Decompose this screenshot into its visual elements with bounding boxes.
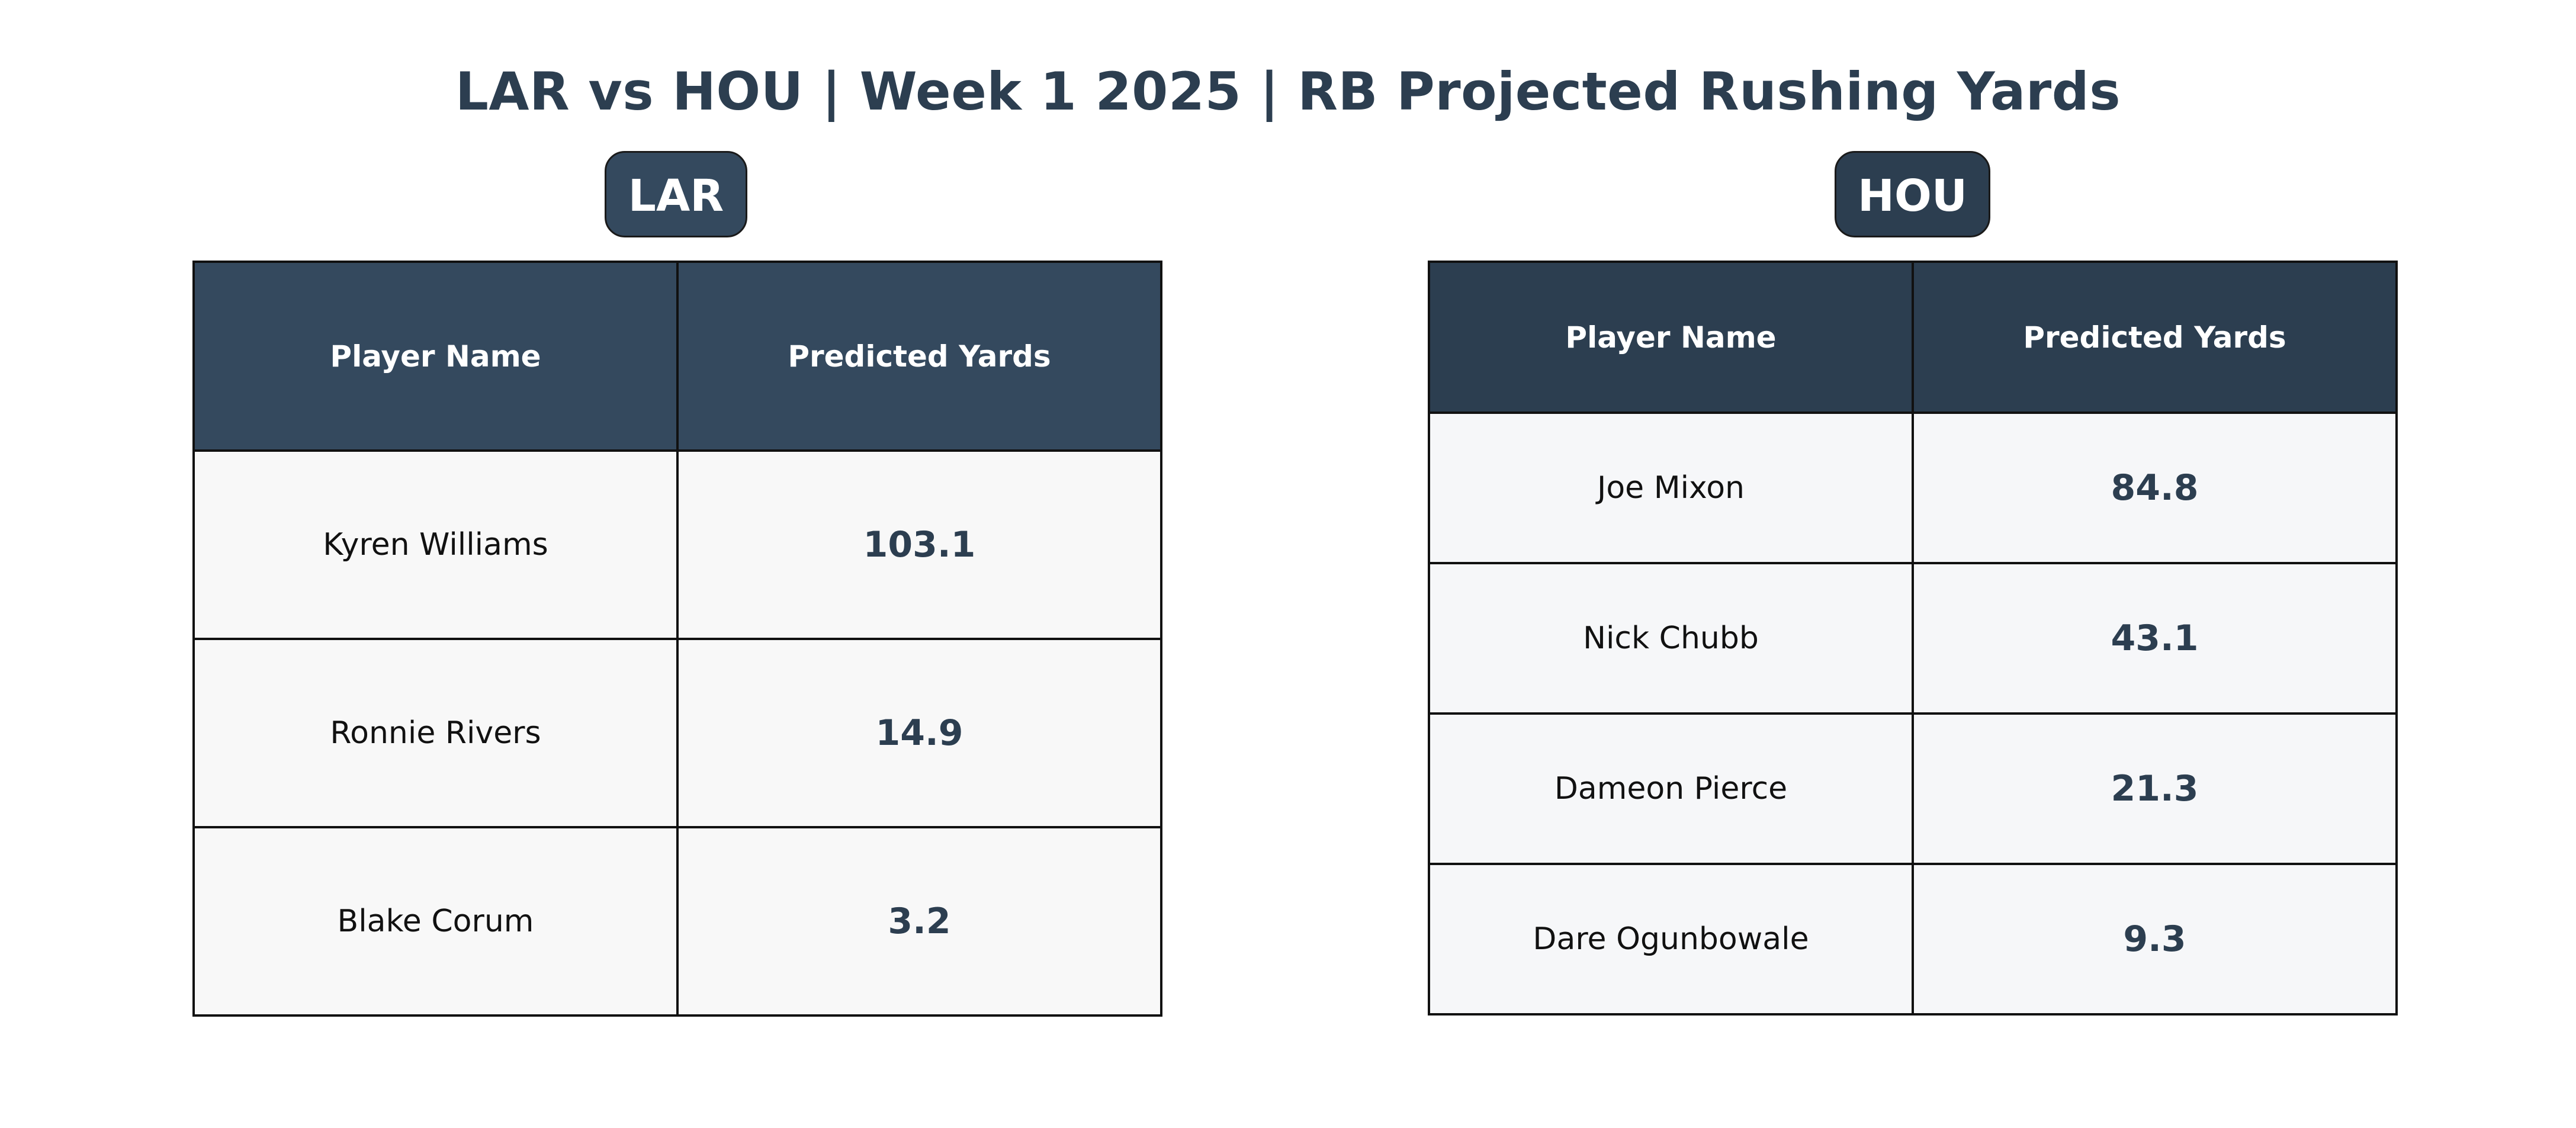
player-name-cell: Joe Mixon bbox=[1428, 412, 1914, 564]
column-header-predicted-yards: Predicted Yards bbox=[1912, 261, 2398, 414]
player-name-cell: Nick Chubb bbox=[1428, 562, 1914, 715]
table-row: Nick Chubb 43.1 bbox=[1428, 562, 2398, 715]
predicted-yards-cell: 84.8 bbox=[1912, 412, 2398, 564]
predicted-yards-cell: 103.1 bbox=[676, 449, 1162, 640]
predicted-yards-cell: 9.3 bbox=[1912, 863, 2398, 1015]
column-header-predicted-yards: Predicted Yards bbox=[676, 261, 1162, 452]
player-name-cell: Dare Ogunbowale bbox=[1428, 863, 1914, 1015]
predicted-yards-cell: 3.2 bbox=[676, 826, 1162, 1017]
column-header-player-name: Player Name bbox=[192, 261, 679, 452]
column-header-player-name: Player Name bbox=[1428, 261, 1914, 414]
table-row: Dare Ogunbowale 9.3 bbox=[1428, 863, 2398, 1015]
predicted-yards-cell: 43.1 bbox=[1912, 562, 2398, 715]
player-name-cell: Blake Corum bbox=[192, 826, 679, 1017]
table-header-row: Player Name Predicted Yards bbox=[1428, 261, 2398, 414]
table-row: Ronnie Rivers 14.9 bbox=[192, 638, 1162, 828]
team-badge-lar: LAR bbox=[605, 151, 747, 237]
table-row: Dameon Pierce 21.3 bbox=[1428, 712, 2398, 865]
lar-projection-table: Player Name Predicted Yards Kyren Willia… bbox=[192, 261, 1162, 1017]
player-name-cell: Dameon Pierce bbox=[1428, 712, 1914, 865]
player-name-cell: Kyren Williams bbox=[192, 449, 679, 640]
predicted-yards-cell: 14.9 bbox=[676, 638, 1162, 828]
hou-projection-table: Player Name Predicted Yards Joe Mixon 84… bbox=[1428, 261, 2398, 1015]
predicted-yards-cell: 21.3 bbox=[1912, 712, 2398, 865]
table-row: Kyren Williams 103.1 bbox=[192, 449, 1162, 640]
team-badge-hou: HOU bbox=[1835, 151, 1990, 237]
player-name-cell: Ronnie Rivers bbox=[192, 638, 679, 828]
table-header-row: Player Name Predicted Yards bbox=[192, 261, 1162, 452]
page-title: LAR vs HOU | Week 1 2025 | RB Projected … bbox=[455, 61, 2121, 122]
table-row: Blake Corum 3.2 bbox=[192, 826, 1162, 1017]
table-row: Joe Mixon 84.8 bbox=[1428, 412, 2398, 564]
